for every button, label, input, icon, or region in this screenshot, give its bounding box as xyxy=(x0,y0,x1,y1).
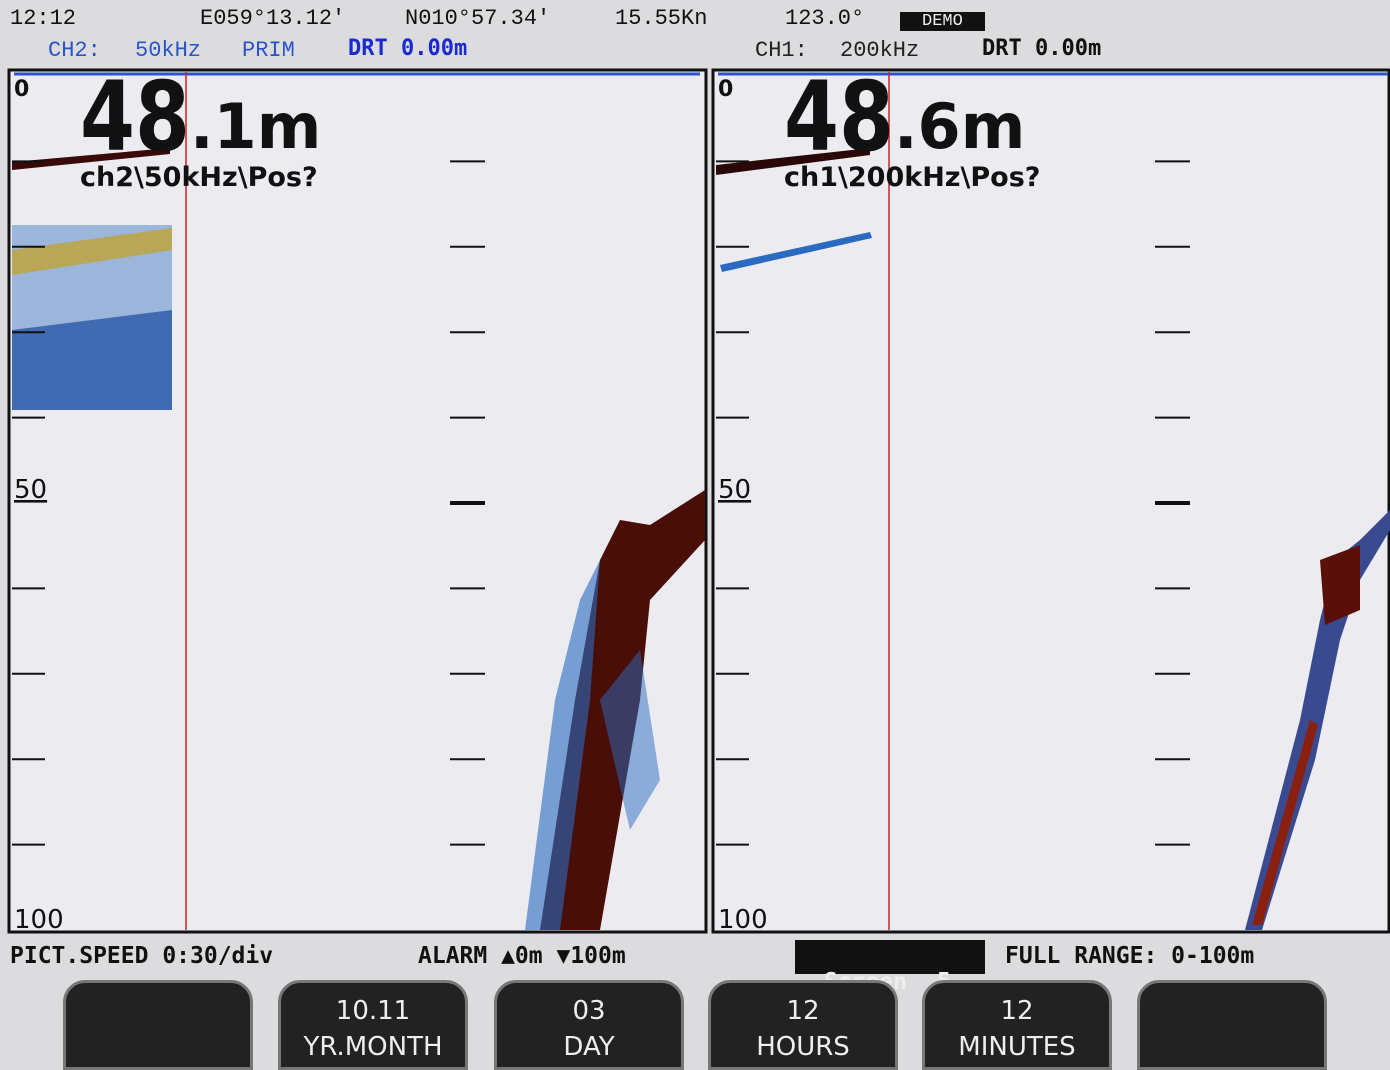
prim: PRIM xyxy=(242,38,295,63)
soft-key[interactable]: 12 HOURS xyxy=(708,980,898,1070)
time: 12:12 xyxy=(10,6,77,31)
scale-label: 100 xyxy=(14,905,64,935)
frequency: 50kHz xyxy=(135,38,202,63)
soft-key[interactable] xyxy=(1137,980,1327,1070)
key-label: MINUTES xyxy=(958,1032,1076,1062)
mode-badge: DEMO xyxy=(900,12,985,31)
frequency: 200kHz xyxy=(840,38,920,63)
heading: 123.0° xyxy=(785,6,865,31)
screen-box: Screen5 xyxy=(795,940,985,995)
channel: CH1: xyxy=(755,38,808,63)
picture-speed: PICT.SPEED 0:30/div xyxy=(10,943,274,969)
depth-integer: 48 xyxy=(784,61,894,173)
depth-integer: 48 xyxy=(80,61,190,173)
depth-fraction: .1m xyxy=(190,90,321,163)
soft-key[interactable]: 03 DAY xyxy=(494,980,684,1070)
key-value: 10.11 xyxy=(335,996,411,1026)
key-value: 12 xyxy=(786,996,820,1026)
key-value: 12 xyxy=(1000,996,1034,1026)
key-label: HOURS xyxy=(756,1032,850,1062)
channel-tag: ch2\50kHz\Pos? xyxy=(80,162,318,193)
longitude: E059°13.12′ xyxy=(200,6,346,31)
key-value: 03 xyxy=(572,996,606,1026)
key-label: YR.MONTH xyxy=(303,1032,443,1062)
soft-key[interactable] xyxy=(63,980,253,1070)
draft: DRT 0.00m xyxy=(982,36,1102,61)
draft: DRT 0.00m xyxy=(348,36,468,61)
channel: CH2: xyxy=(48,38,101,63)
alarm: ALARM ▲0m ▼100m xyxy=(418,943,626,969)
soft-key[interactable]: 12 MINUTES xyxy=(922,980,1112,1070)
scale-label: 0 xyxy=(14,77,29,102)
scale-label: 0 xyxy=(718,77,733,102)
key-label: DAY xyxy=(563,1032,615,1062)
soft-key[interactable]: 10.11 YR.MONTH xyxy=(278,980,468,1070)
speed: 15.55Kn xyxy=(615,6,708,31)
scale-label: 50 xyxy=(14,475,47,505)
channel-tag: ch1\200kHz\Pos? xyxy=(784,162,1040,193)
latitude: N010°57.34′ xyxy=(405,6,551,31)
full-range: FULL RANGE: 0-100m xyxy=(1005,943,1255,969)
scale-label: 100 xyxy=(718,905,768,935)
scale-label: 50 xyxy=(718,475,751,505)
depth-fraction: .6m xyxy=(894,90,1025,163)
